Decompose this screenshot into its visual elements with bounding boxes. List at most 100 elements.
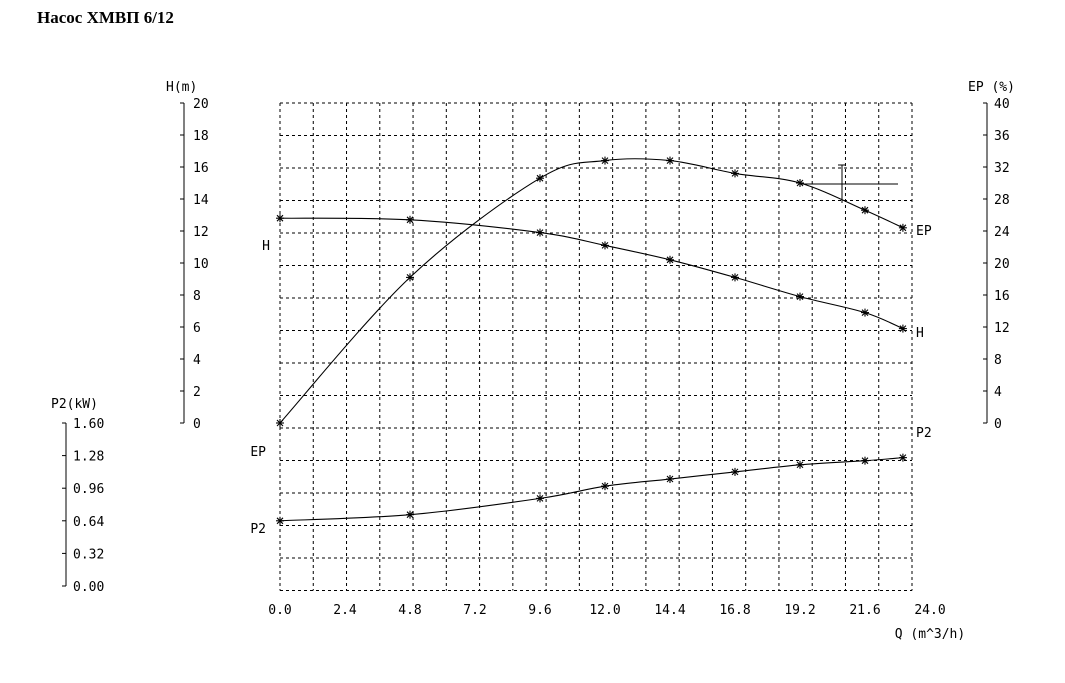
data-point-marker [731, 467, 739, 476]
marker-stroke [536, 229, 544, 236]
data-point-marker [601, 482, 609, 491]
h-tick-label: 4 [193, 353, 201, 368]
marker-stroke [536, 174, 544, 182]
ep-tick-label: 16 [994, 289, 1010, 304]
data-point-marker [796, 179, 804, 187]
marker-stroke [601, 482, 609, 490]
data-point-marker [601, 241, 609, 250]
data-point-marker [536, 494, 544, 503]
labels: H EP P2 EP H P2 [250, 224, 931, 537]
data-point-marker [276, 516, 284, 525]
axes: 0.0 2.4 4.8 7.2 9.6 12.0 14.4 16.8 19.2 21.6 24.0 Q… [51, 80, 1015, 642]
x-tick-label: 4.8 [398, 603, 421, 618]
data-point-marker [536, 174, 544, 183]
left-label-ep: EP [250, 445, 266, 460]
data-point-marker [898, 223, 907, 232]
marker-stroke [796, 461, 804, 469]
marker-stroke [861, 206, 869, 214]
marker-stroke [536, 494, 544, 502]
p2-tick-label: 0.96 [73, 482, 104, 497]
data-point-marker [731, 169, 739, 178]
p2-tick-label: 0.64 [73, 515, 104, 530]
marker-stroke [276, 214, 284, 222]
marker-stroke [406, 511, 414, 519]
series-line-ep [279, 158, 904, 424]
x-tick-label: 12.0 [589, 603, 620, 618]
data-point-marker [666, 475, 674, 484]
p2-tick-label: 0.00 [73, 580, 104, 595]
marker-stroke [731, 274, 739, 281]
x-tick-label: 14.4 [654, 603, 685, 618]
data-point-marker [536, 228, 544, 237]
data-point-marker [601, 156, 609, 165]
ep-tick-label: 12 [994, 321, 1010, 336]
x-tick-label: 2.4 [333, 603, 357, 618]
marker-stroke [666, 157, 674, 164]
h-tick-label: 2 [193, 385, 201, 400]
marker-stroke [276, 517, 284, 525]
ep-tick-label: 24 [994, 225, 1010, 240]
marker-stroke [406, 216, 414, 224]
data-point-marker [406, 273, 414, 282]
x-tick-label: 16.8 [719, 603, 750, 618]
h-tick-label: 8 [193, 289, 201, 304]
marker-stroke [861, 457, 869, 465]
x-tick-label: 0.0 [268, 603, 291, 618]
left-label-h: H [262, 239, 270, 254]
left-label-p2: P2 [250, 522, 266, 537]
x-tick-label: 21.6 [849, 603, 880, 618]
x-tick-label: 7.2 [463, 603, 486, 618]
h-tick-label: 12 [193, 225, 209, 240]
ep-tick-label: 20 [994, 257, 1010, 272]
x-tick-label: 24.0 [914, 603, 945, 618]
marker-stroke [406, 274, 414, 281]
series-line-h [279, 217, 904, 330]
data-point-marker [796, 460, 804, 469]
marker-stroke [731, 468, 739, 476]
chart-title: Насос ХМВП 6/12 [37, 8, 174, 27]
marker-stroke [731, 170, 739, 177]
data-point-marker [861, 456, 869, 465]
curves [276, 156, 907, 525]
data-point-marker [276, 214, 284, 223]
marker-stroke [276, 419, 284, 427]
p2-tick-label: 1.28 [73, 450, 104, 465]
marker-stroke [899, 224, 907, 232]
h-tick-label: 0 [193, 417, 201, 432]
ep-tick-label: 36 [994, 129, 1010, 144]
data-point-marker [731, 273, 739, 282]
marker-stroke [899, 325, 907, 332]
ep-tick-label: 0 [994, 417, 1002, 432]
data-point-marker [406, 215, 414, 224]
h-tick-label: 14 [193, 193, 209, 208]
ep-tick-label: 40 [994, 97, 1010, 112]
marker-stroke [796, 179, 804, 187]
ep-axis-label: EP (%) [968, 80, 1015, 95]
data-point-marker [796, 292, 804, 301]
right-label-p2: P2 [916, 426, 932, 441]
ep-tick-label: 32 [994, 161, 1010, 176]
marker-stroke [666, 475, 674, 483]
p2-axis-label: P2(kW) [51, 397, 98, 412]
p2-tick-label: 0.32 [73, 547, 104, 562]
p2-tick-label: 1.60 [73, 417, 104, 432]
data-point-marker [861, 308, 869, 317]
h-tick-label: 16 [193, 161, 209, 176]
right-label-ep: EP [916, 224, 932, 239]
data-point-marker [276, 419, 284, 427]
data-point-marker [666, 255, 674, 264]
marker-stroke [861, 309, 869, 316]
data-point-marker [666, 156, 674, 165]
data-point-marker [898, 453, 907, 462]
x-tick-label: 9.6 [528, 603, 551, 618]
x-tick-label: 19.2 [784, 603, 815, 618]
marker-stroke [796, 293, 804, 300]
data-point-marker [406, 510, 414, 519]
h-tick-label: 20 [193, 97, 209, 112]
h-tick-label: 6 [193, 321, 201, 336]
h-tick-label: 18 [193, 129, 209, 144]
marker-stroke [601, 157, 609, 164]
data-point-marker [898, 324, 907, 333]
marker-stroke [601, 242, 609, 249]
ep-tick-label: 4 [994, 385, 1002, 400]
